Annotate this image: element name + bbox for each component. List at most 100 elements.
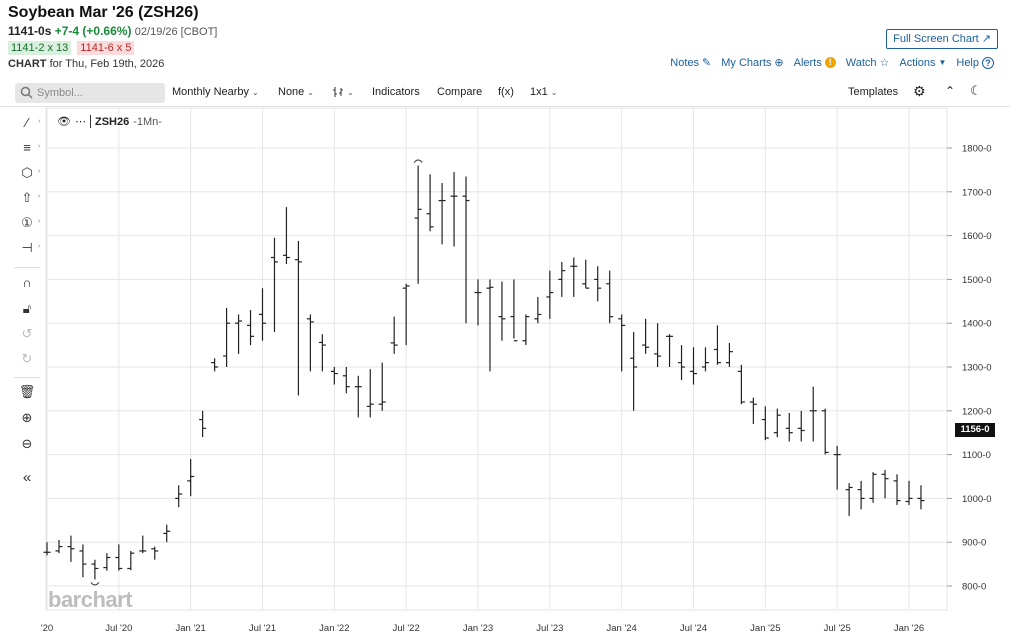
collapse-up-icon[interactable]: ⌃ xyxy=(945,84,956,98)
low-marker xyxy=(90,582,100,586)
alerts-link[interactable]: Alerts! xyxy=(794,57,836,69)
legend-symbol: ZSH26 xyxy=(94,115,130,128)
ohlc-bar xyxy=(127,550,135,571)
ohlc-bar xyxy=(893,474,901,505)
annotation-tool-icon[interactable]: ① › xyxy=(21,215,41,230)
layout-select[interactable]: 1x1 ⌄ xyxy=(530,86,557,98)
ohlc-bar xyxy=(666,334,674,367)
indicators-button[interactable]: Indicators xyxy=(372,86,420,98)
ohlc-bar xyxy=(486,279,494,372)
ohlc-bar xyxy=(306,314,314,372)
x-tick-label: Jul '21 xyxy=(249,623,276,634)
redo-icon[interactable]: ↻ xyxy=(21,351,33,366)
ohlc-bar xyxy=(797,410,805,442)
full-screen-button[interactable]: Full Screen Chart ↗ xyxy=(886,29,998,49)
y-tick-label: 1000-0 xyxy=(962,494,992,505)
search-icon xyxy=(20,86,33,99)
x-tick-label: Jul '20 xyxy=(105,623,132,634)
ohlc-bar xyxy=(282,207,290,265)
y-tick-label: 1600-0 xyxy=(962,231,992,242)
ohlc-bar xyxy=(701,347,709,372)
chevron-down-icon: ⌄ xyxy=(252,87,259,97)
compare-button[interactable]: Compare xyxy=(437,86,483,98)
price-change: +7-4 (+0.66%) xyxy=(54,24,132,38)
ohlc-bar xyxy=(426,174,434,232)
y-tick-label: 1800-0 xyxy=(962,144,992,155)
full-screen-label: Full Screen Chart xyxy=(893,33,979,45)
edit-icon: ✎ xyxy=(702,57,712,69)
barchart-watermark: barchart xyxy=(48,587,133,612)
ohlc-bar xyxy=(785,412,793,442)
line-tool-icon[interactable]: ∕ › xyxy=(25,115,41,130)
ohlc-bar xyxy=(905,480,913,505)
shape-tool-icon[interactable]: ⬡ › xyxy=(21,165,41,180)
ohlc-bar xyxy=(534,296,542,324)
overlay-label: None xyxy=(278,86,305,98)
fib-tool-icon[interactable]: ≡ › xyxy=(23,140,41,155)
ohlc-bar xyxy=(211,358,219,372)
x-tick-label: Jan '24 xyxy=(606,623,636,634)
lock-icon[interactable]: 🔓︎ xyxy=(22,301,32,316)
layout-label: 1x1 xyxy=(530,86,548,98)
chevron-down-icon: ⌄ xyxy=(347,87,354,97)
notes-link[interactable]: Notes ✎ xyxy=(670,56,712,70)
y-tick-label: 1100-0 xyxy=(962,450,991,461)
collapse-left-icon[interactable]: « xyxy=(22,469,32,486)
period-select[interactable]: Monthly Nearby ⌄ xyxy=(172,86,259,98)
ohlc-bar xyxy=(342,367,350,394)
my-charts-link[interactable]: My Charts ⊕ xyxy=(721,56,783,70)
ohlc-bar-icon xyxy=(333,87,343,97)
ohlc-bar xyxy=(270,237,278,332)
watch-link[interactable]: Watch ☆ xyxy=(846,56,890,70)
chevron-down-icon: ⌄ xyxy=(550,87,558,97)
settings-gear-icon[interactable]: ⚙ xyxy=(913,83,926,99)
magnet-icon[interactable]: ∩ xyxy=(22,275,32,290)
overlay-select[interactable]: None ⌄ xyxy=(278,86,314,98)
quote-header: Soybean Mar '26 (ZSH26) 1141-0s +7-4 (+0… xyxy=(0,0,1010,80)
symbol-search-input[interactable]: Symbol... xyxy=(15,83,165,103)
help-link[interactable]: Help? xyxy=(956,56,994,69)
caret-down-icon: ▼ xyxy=(938,58,947,67)
y-tick-label: 1300-0 xyxy=(962,363,992,374)
trash-icon[interactable]: 🗑︎ xyxy=(18,384,36,399)
ohlc-bar xyxy=(259,288,266,341)
bar-type-select[interactable]: ⌄ xyxy=(332,86,354,98)
ohlc-bar xyxy=(199,410,207,438)
zoom-in-icon[interactable]: ⊕ xyxy=(21,410,33,425)
ohlc-bar xyxy=(79,544,87,578)
chart-legend[interactable]: 👁︎ ⋯ ZSH26 -1Mn- xyxy=(57,115,162,128)
ohlc-bar xyxy=(857,480,865,510)
ohlc-bar xyxy=(318,334,326,372)
actions-menu[interactable]: Actions ▼ xyxy=(899,57,946,69)
measure-tool-icon[interactable]: ⊣ › xyxy=(21,240,41,255)
chart-label: CHART xyxy=(8,58,47,70)
ohlc-bar xyxy=(881,469,889,499)
x-tick-label: Jan '23 xyxy=(463,623,493,634)
undo-icon[interactable]: ↺ xyxy=(21,326,33,341)
ohlc-bar xyxy=(510,279,518,342)
y-tick-label: 1400-0 xyxy=(962,319,992,330)
notes-label: Notes xyxy=(670,56,700,69)
templates-button[interactable]: Templates xyxy=(848,86,899,98)
chevron-down-icon: ⌄ xyxy=(307,87,314,97)
more-icon[interactable]: ⋯ xyxy=(74,116,86,128)
eye-icon[interactable]: 👁︎ xyxy=(57,116,71,128)
dark-mode-icon[interactable]: ☾ xyxy=(970,83,982,98)
zoom-out-icon[interactable]: ⊖ xyxy=(21,436,33,451)
ohlc-bar xyxy=(103,553,111,571)
ohlc-bar xyxy=(725,342,733,367)
last-price-tag: 1156-0 xyxy=(955,423,995,438)
x-tick-label: Jul '25 xyxy=(824,623,851,634)
period-label: Monthly Nearby xyxy=(172,86,250,98)
ohlc-bar xyxy=(498,281,506,341)
tool-divider xyxy=(14,267,40,268)
x-tick-label: Jan '26 xyxy=(894,623,924,634)
fx-button[interactable]: f(x) xyxy=(498,86,514,98)
bid-badge: 1141-2 x 13 xyxy=(8,41,72,55)
ohlc-bar xyxy=(582,259,590,289)
ohlc-bar xyxy=(713,325,721,365)
ohlc-bar xyxy=(247,310,255,346)
quote-line: 1141-0s +7-4 (+0.66%) 02/19/26 [CBOT] xyxy=(8,24,217,38)
arrow-tool-icon[interactable]: ⇧ › xyxy=(21,190,41,205)
